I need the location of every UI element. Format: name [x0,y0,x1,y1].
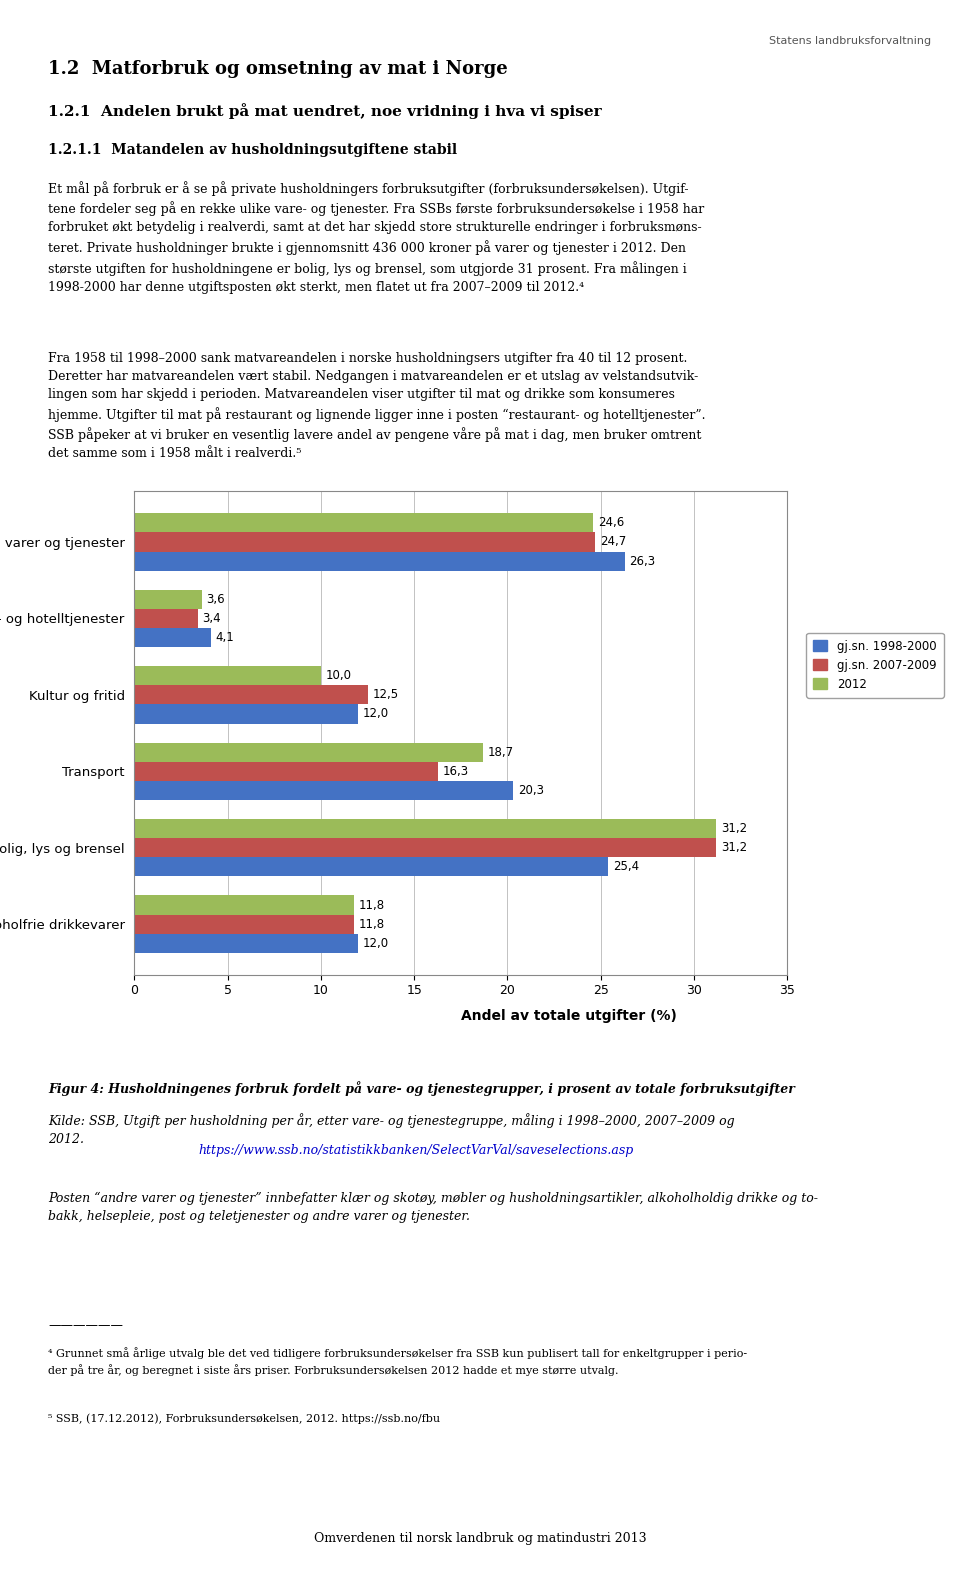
Bar [134,685,368,704]
Text: Figur 4: Husholdningenes forbruk fordelt på vare- og tjenestegrupper, i prosent : Figur 4: Husholdningenes forbruk fordelt… [48,1081,795,1095]
Text: 3,6: 3,6 [206,593,225,605]
Text: ——————: —————— [48,1319,123,1331]
Text: Posten “andre varer og tjenester” innbefatter klær og skotøy, møbler og husholdn: Posten “andre varer og tjenester” innbef… [48,1192,818,1224]
Text: 11,8: 11,8 [359,918,385,930]
Text: 20,3: 20,3 [517,785,543,797]
Bar [134,915,354,934]
Text: ⁵ SSB, (17.12.2012), Forbruksundersøkelsen, 2012. https://ssb.no/fbu: ⁵ SSB, (17.12.2012), Forbruksundersøkels… [48,1414,440,1425]
Text: ⁴ Grunnet små årlige utvalg ble det ved tidligere forbruksundersøkelser fra SSB : ⁴ Grunnet små årlige utvalg ble det ved … [48,1347,747,1376]
Bar [134,704,358,723]
Bar [134,781,513,800]
Text: Et mål på forbruk er å se på private husholdningers forbruksutgifter (forbruksun: Et mål på forbruk er å se på private hus… [48,181,705,293]
Text: 12,0: 12,0 [363,707,389,721]
Text: 24,7: 24,7 [600,536,626,548]
Bar [134,819,716,838]
Legend: gj.sn. 1998-2000, gj.sn. 2007-2009, 2012: gj.sn. 1998-2000, gj.sn. 2007-2009, 2012 [806,632,944,697]
X-axis label: Andel av totale utgifter (%): Andel av totale utgifter (%) [461,1008,677,1022]
Bar [134,857,608,877]
Bar [134,609,198,628]
Text: 3,4: 3,4 [203,612,221,624]
Text: 31,2: 31,2 [721,823,747,835]
Text: 12,5: 12,5 [372,688,398,701]
Bar [134,838,716,857]
Bar [134,552,625,571]
Bar [134,514,593,533]
Text: 25,4: 25,4 [612,861,639,873]
Text: 18,7: 18,7 [488,745,514,759]
Bar [134,743,483,762]
Text: https://www.ssb.no/statistikkbanken/SelectVarVal/saveselections.asp: https://www.ssb.no/statistikkbanken/Sele… [199,1144,634,1157]
Text: Fra 1958 til 1998–2000 sank matvareandelen i norske husholdningsers utgifter fra: Fra 1958 til 1998–2000 sank matvareandel… [48,352,706,461]
Text: 4,1: 4,1 [216,631,234,644]
Bar [134,934,358,953]
Text: 10,0: 10,0 [325,669,351,682]
Text: 31,2: 31,2 [721,842,747,854]
Text: 11,8: 11,8 [359,899,385,911]
Bar [134,666,321,685]
Text: Kilde: SSB, Utgift per husholdning per år, etter vare- og tjenestegruppe, måling: Kilde: SSB, Utgift per husholdning per å… [48,1113,734,1146]
Text: Statens landbruksforvaltning: Statens landbruksforvaltning [769,36,931,46]
Text: 24,6: 24,6 [598,517,624,529]
Bar [134,590,202,609]
Bar [134,762,439,781]
Text: 1.2  Matforbruk og omsetning av mat i Norge: 1.2 Matforbruk og omsetning av mat i Nor… [48,60,508,78]
Text: 1.2.1  Andelen brukt på mat uendret, noe vridning i hva vi spiser: 1.2.1 Andelen brukt på mat uendret, noe … [48,103,602,119]
Bar [134,533,595,552]
Text: 16,3: 16,3 [444,766,469,778]
Bar [134,628,211,647]
Text: 1.2.1.1  Matandelen av husholdningsutgiftene stabil: 1.2.1.1 Matandelen av husholdningsutgift… [48,143,457,157]
Text: 12,0: 12,0 [363,937,389,949]
Text: 26,3: 26,3 [630,555,656,567]
Text: Omverdenen til norsk landbruk og matindustri 2013: Omverdenen til norsk landbruk og matindu… [314,1533,646,1545]
Bar [134,896,354,915]
